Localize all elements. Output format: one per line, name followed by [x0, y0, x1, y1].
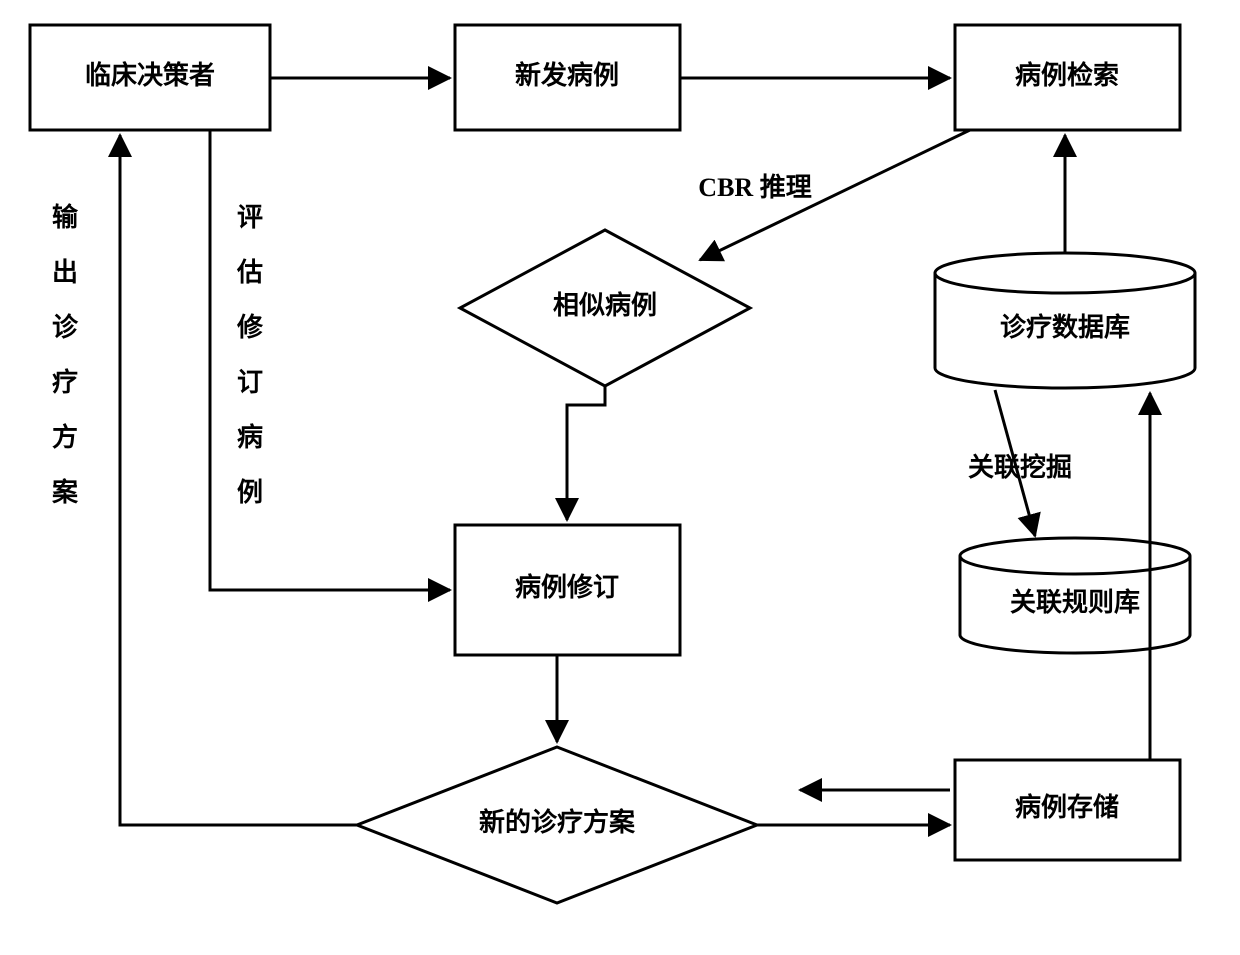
svg-text:输: 输: [52, 202, 79, 232]
node-db-treatment-label: 诊疗数据库: [1000, 312, 1130, 342]
edge-label-cbr: CBR 推理: [698, 173, 811, 202]
svg-text:病: 病: [237, 423, 263, 452]
svg-text:估: 估: [236, 258, 263, 287]
node-new-plan: 新的诊疗方案: [357, 747, 757, 903]
svg-text:订: 订: [237, 368, 263, 397]
node-similar-case-label: 相似病例: [553, 291, 657, 320]
edge-label-assoc: 关联挖掘: [968, 452, 1072, 482]
node-case-revise-label: 病例修订: [515, 572, 619, 602]
node-case-search: 病例检索: [955, 25, 1180, 130]
edge-label-assess: 评估修订病例: [236, 203, 264, 507]
node-case-store-label: 病例存储: [1015, 792, 1119, 822]
node-similar-case: 相似病例: [460, 230, 750, 386]
node-db-rules-label: 关联规则库: [1010, 588, 1140, 617]
node-new-plan-label: 新的诊疗方案: [479, 807, 636, 837]
node-case-search-label: 病例检索: [1015, 60, 1119, 90]
svg-text:诊: 诊: [52, 312, 79, 342]
svg-text:修: 修: [236, 312, 264, 342]
node-db-rules: 关联规则库: [960, 538, 1190, 653]
svg-text:评: 评: [237, 203, 263, 232]
node-decision-maker: 临床决策者: [30, 25, 270, 130]
node-new-case: 新发病例: [455, 25, 680, 130]
svg-text:疗: 疗: [52, 367, 78, 397]
node-db-treatment: 诊疗数据库: [935, 253, 1195, 388]
edge-similar-to-revise: [567, 386, 605, 520]
svg-text:出: 出: [52, 258, 78, 287]
svg-text:案: 案: [51, 477, 79, 507]
svg-text:例: 例: [237, 478, 263, 507]
node-decision-maker-label: 临床决策者: [85, 60, 215, 90]
node-case-store: 病例存储: [955, 760, 1180, 860]
node-case-revise: 病例修订: [455, 525, 680, 655]
edge-label-output: 输出诊疗方案: [51, 202, 79, 507]
node-new-case-label: 新发病例: [515, 60, 619, 90]
edge-decision-to-revise: [210, 130, 450, 590]
svg-text:方: 方: [52, 422, 78, 452]
